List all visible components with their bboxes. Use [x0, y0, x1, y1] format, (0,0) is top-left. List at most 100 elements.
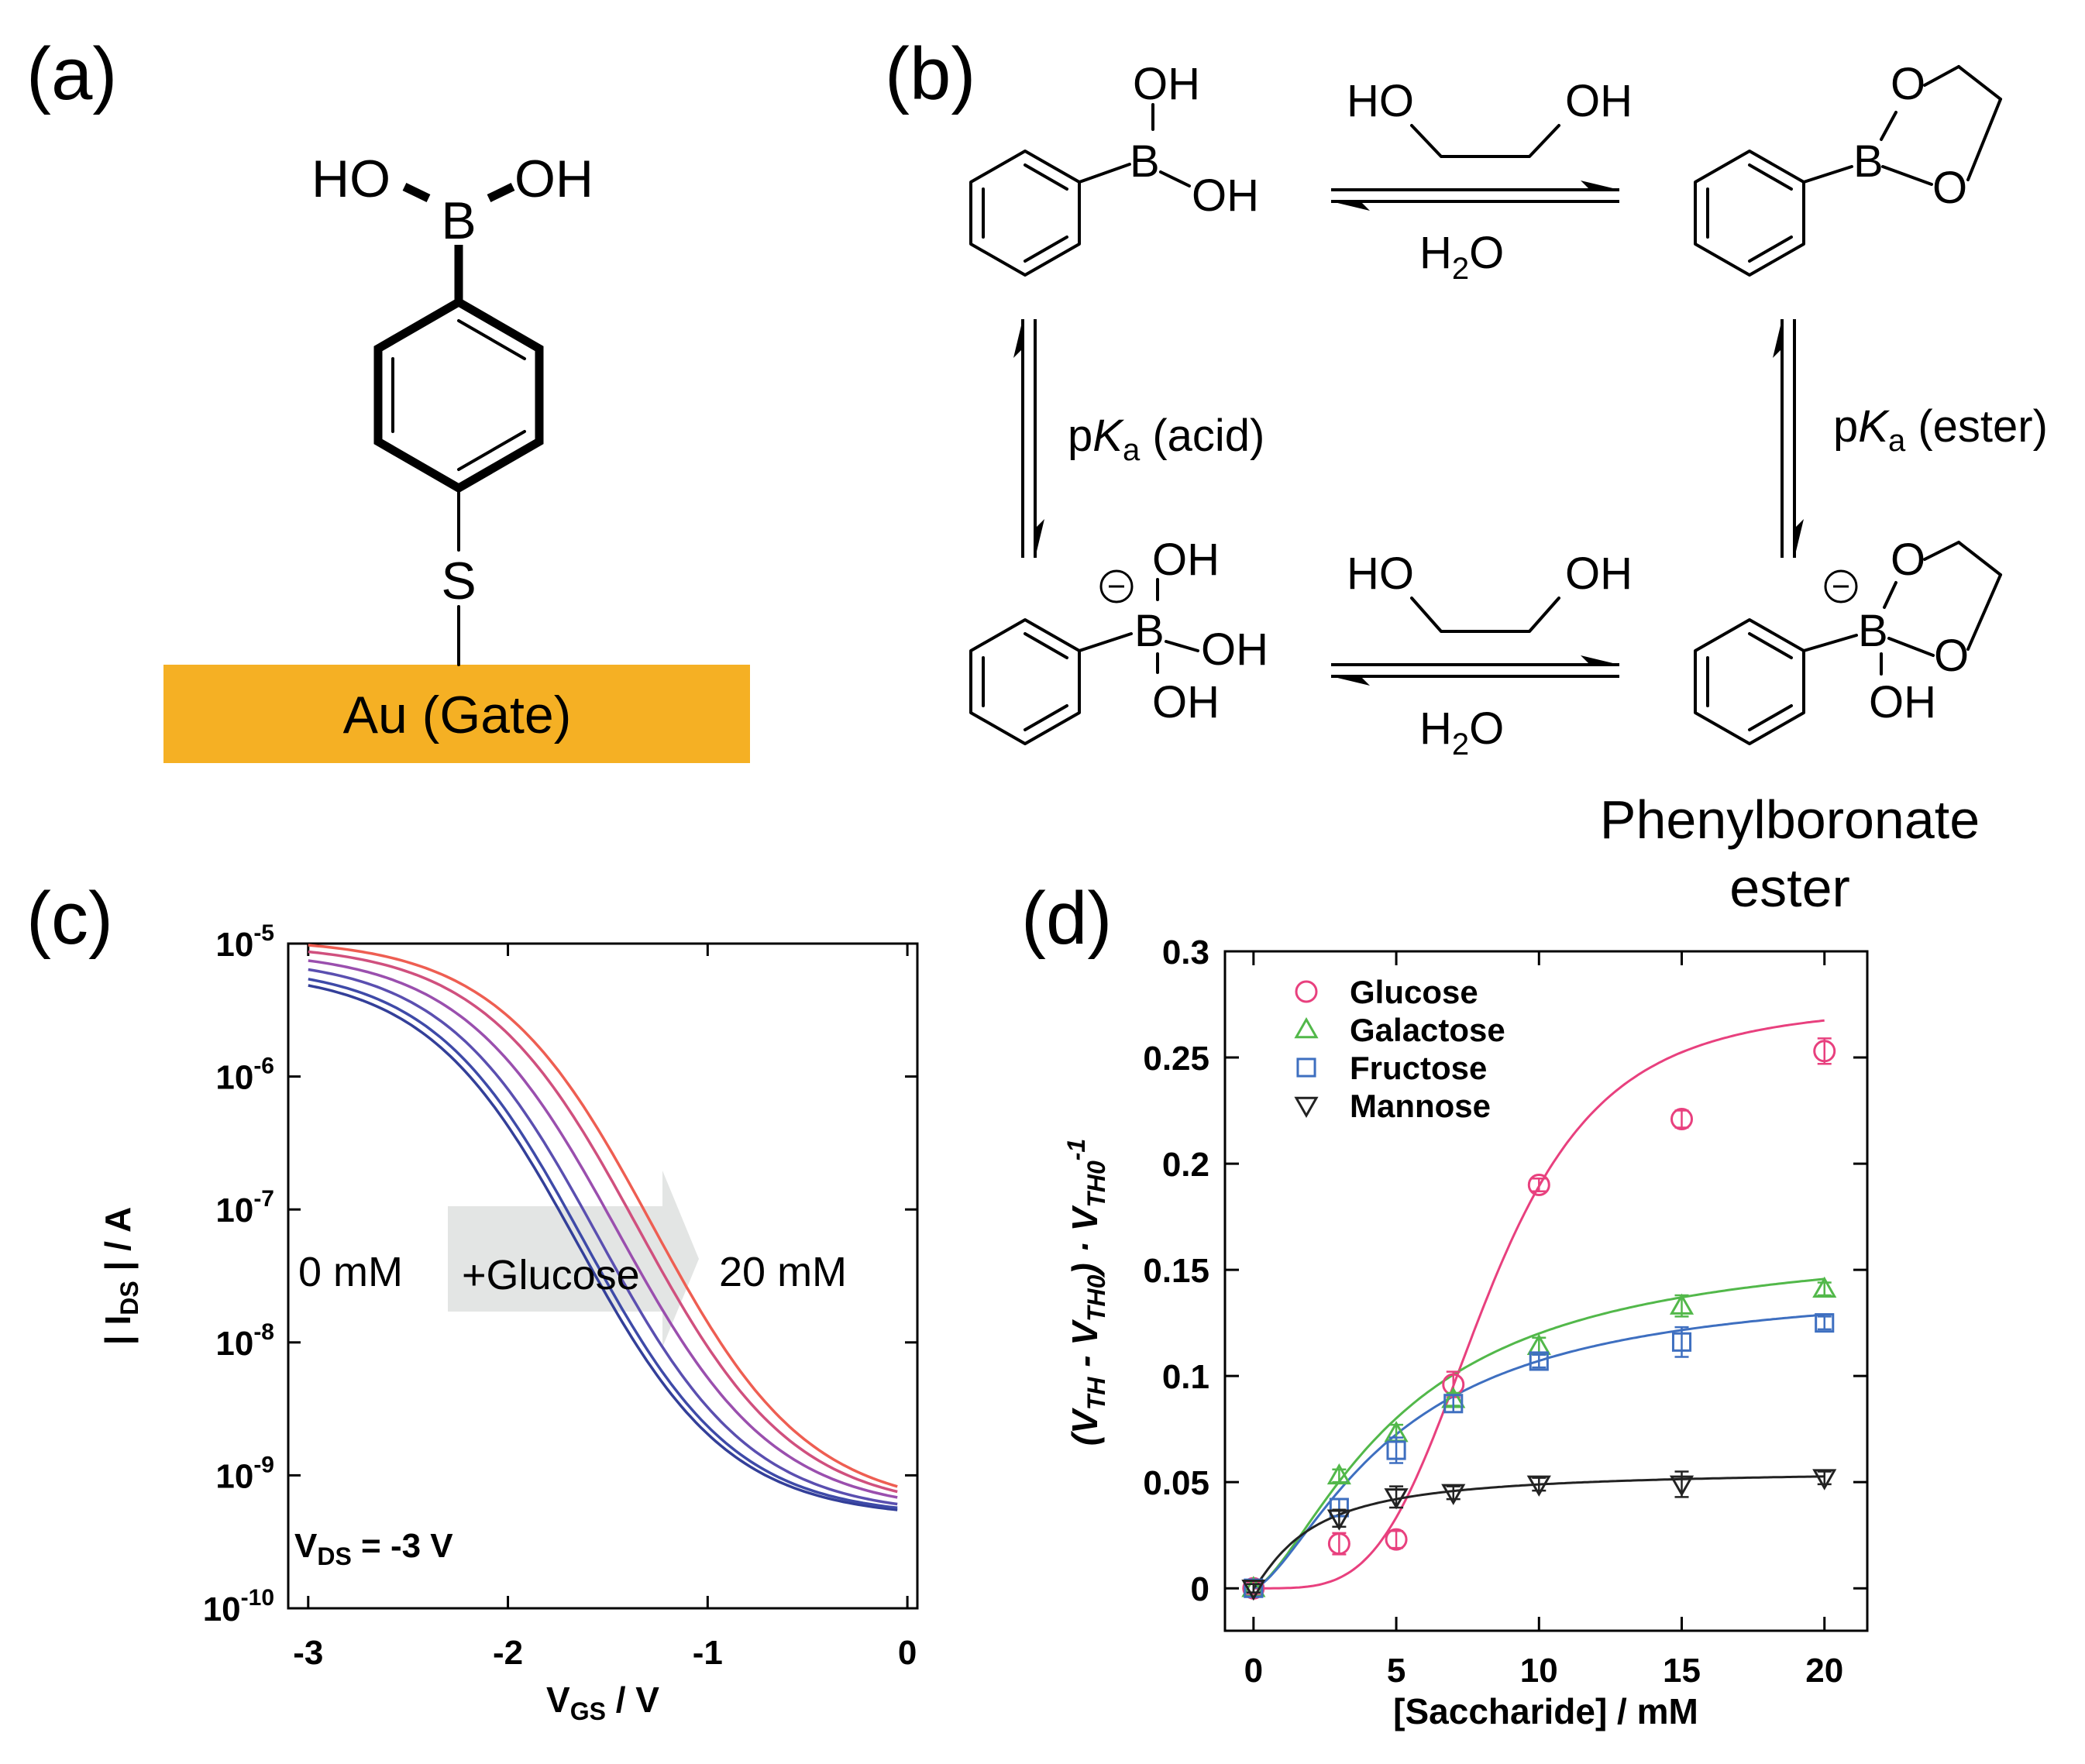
y-tick-label: 10-5 [215, 920, 274, 964]
y-tick-label: 10-9 [215, 1452, 274, 1495]
oxygen-atom: O [1932, 163, 1967, 213]
legend-marker-glucose [1295, 980, 1318, 1003]
y-tick-label: 0.25 [1143, 1040, 1209, 1078]
boron-atom: B [1134, 606, 1165, 656]
water-label: H2O [1419, 703, 1504, 762]
negative-charge-icon [1824, 569, 1858, 603]
panel-b-label: (b) [885, 33, 975, 115]
y-axis-label: | IDS | / A [98, 1207, 143, 1345]
panel-c-label: (c) [26, 877, 113, 960]
plot-frame [287, 942, 919, 1610]
x-tick-label: 20 [1805, 1652, 1843, 1690]
water-label: H2O [1419, 228, 1504, 286]
data-point-mannose [1241, 1579, 1266, 1601]
legend-label-glucose: Glucose [1350, 974, 1478, 1010]
data-point-glucose [1670, 1108, 1694, 1131]
panel-d-label: (d) [1021, 877, 1112, 960]
data-point-glucose [1385, 1528, 1408, 1551]
transfer-curves [308, 944, 898, 1511]
data-point-fructose [1815, 1313, 1835, 1333]
cyclic-boronate-ester: B O O [1694, 59, 2002, 277]
legend-marker-fructose [1296, 1057, 1316, 1078]
ester-pka-equilibrium: pKa (ester) [1773, 319, 2048, 558]
y-tick-label: 0.15 [1143, 1252, 1209, 1290]
transfer-curve-2 [308, 978, 898, 1510]
phenylboronate-anion: B OH OH OH [969, 535, 1268, 745]
x-tick-label: -1 [693, 1634, 723, 1672]
pka-ester-label: pKa (ester) [1833, 401, 2048, 458]
data-point-mannose [1669, 1475, 1694, 1497]
gold-gate-electrode [163, 665, 750, 763]
x-tick-label: 0 [898, 1634, 917, 1672]
data-points [1241, 1037, 1837, 1601]
data-point-fructose [1386, 1440, 1406, 1460]
y-tick-label: 0 [1191, 1570, 1209, 1608]
legend-label-galactose: Galactose [1350, 1012, 1505, 1048]
panel-b: (b) B OH OH B O O [885, 33, 2048, 918]
legend-label-fructose: Fructose [1350, 1050, 1487, 1086]
x-tick-label: 0 [1244, 1652, 1263, 1690]
data-point-mannose [1812, 1469, 1837, 1491]
panel-d: (d) 0 0.05 0.1 0.15 0.2 0.25 0.3 0 5 10 15 20 Gluc… [1021, 877, 1869, 1731]
boron-atom: B [1130, 136, 1160, 187]
data-point-fructose [1671, 1332, 1692, 1352]
x-axis-ticks: -3 -2 -1 0 [293, 944, 917, 1672]
b-o-bond-left [402, 183, 431, 202]
data-point-glucose [1327, 1532, 1350, 1556]
hydroxyl-right: OH [514, 150, 594, 208]
boron-atom: B [1853, 136, 1884, 187]
diol-hydroxyl-right: OH [1565, 548, 1633, 599]
b-o-bond-right [487, 183, 515, 202]
data-point-mannose [1384, 1488, 1409, 1510]
x-tick-label: 10 [1520, 1652, 1558, 1690]
y-axis-label: (VTH - VTH0) · VTH0-1 [1062, 1139, 1110, 1446]
transfer-curve-5 [308, 950, 898, 1494]
x-tick-label: 5 [1387, 1652, 1405, 1690]
transfer-curve-3 [308, 968, 898, 1506]
data-point-mannose [1326, 1509, 1351, 1531]
y-tick-label: 10-7 [215, 1186, 274, 1229]
diol-hydroxyl-right: OH [1565, 76, 1633, 126]
product-name-line1: Phenylboronate [1600, 789, 1980, 850]
y-axis-ticks: 10-5 10-6 10-7 10-8 10-9 10-10 [203, 920, 917, 1628]
data-point-mannose [1526, 1475, 1551, 1497]
hydroxyl: OH [1152, 535, 1220, 585]
pka-acid-label: pKa (acid) [1068, 411, 1264, 467]
hydroxyl: OH [1201, 624, 1268, 675]
boron-atom: B [441, 191, 476, 250]
start-concentration-label: 0 mM [298, 1249, 403, 1295]
product-name-line2: ester [1729, 858, 1850, 918]
data-point-fructose [1443, 1394, 1464, 1414]
x-axis-label: VGS / V [546, 1680, 659, 1725]
y-tick-label: 0.3 [1162, 934, 1209, 971]
y-tick-label: 0.1 [1162, 1358, 1209, 1396]
vds-label: VDS = -3 V [294, 1527, 453, 1570]
fit-curve-galactose [1253, 1277, 1825, 1590]
x-axis-label: [Saccharide] / mM [1393, 1691, 1698, 1731]
legend-marker-mannose [1294, 1096, 1319, 1119]
sulfur-atom: S [441, 552, 476, 610]
diol-hydroxyl-left: HO [1347, 548, 1414, 599]
panel-c: (c) 10-5 10-6 10-7 10-8 10-9 10-10 -3 -2 -1 0 0 … [26, 877, 919, 1725]
transfer-curve-1 [308, 984, 898, 1511]
x-tick-label: 15 [1663, 1652, 1701, 1690]
y-tick-label: 10-6 [215, 1054, 274, 1097]
y-tick-label: 0.05 [1143, 1464, 1209, 1502]
acid-pka-equilibrium: pKa (acid) [1013, 319, 1264, 558]
benzene-ring [373, 297, 544, 493]
hydroxyl: OH [1152, 677, 1220, 727]
y-tick-label: 0.2 [1162, 1146, 1209, 1184]
data-point-glucose [1527, 1173, 1550, 1196]
data-point-fructose [1529, 1351, 1549, 1371]
negative-charge-icon [1099, 569, 1134, 603]
cyclic-boronate-ester-anion: B O O OH [1694, 535, 2002, 745]
data-point-galactose [1669, 1293, 1694, 1315]
data-point-glucose [1813, 1040, 1836, 1063]
oxygen-atom: O [1891, 59, 1925, 109]
data-point-galactose [1812, 1276, 1837, 1298]
top-equilibrium: HO OH H2O [1331, 76, 1633, 286]
transfer-curve-6 [308, 944, 898, 1488]
oxygen-atom: O [1891, 535, 1925, 585]
